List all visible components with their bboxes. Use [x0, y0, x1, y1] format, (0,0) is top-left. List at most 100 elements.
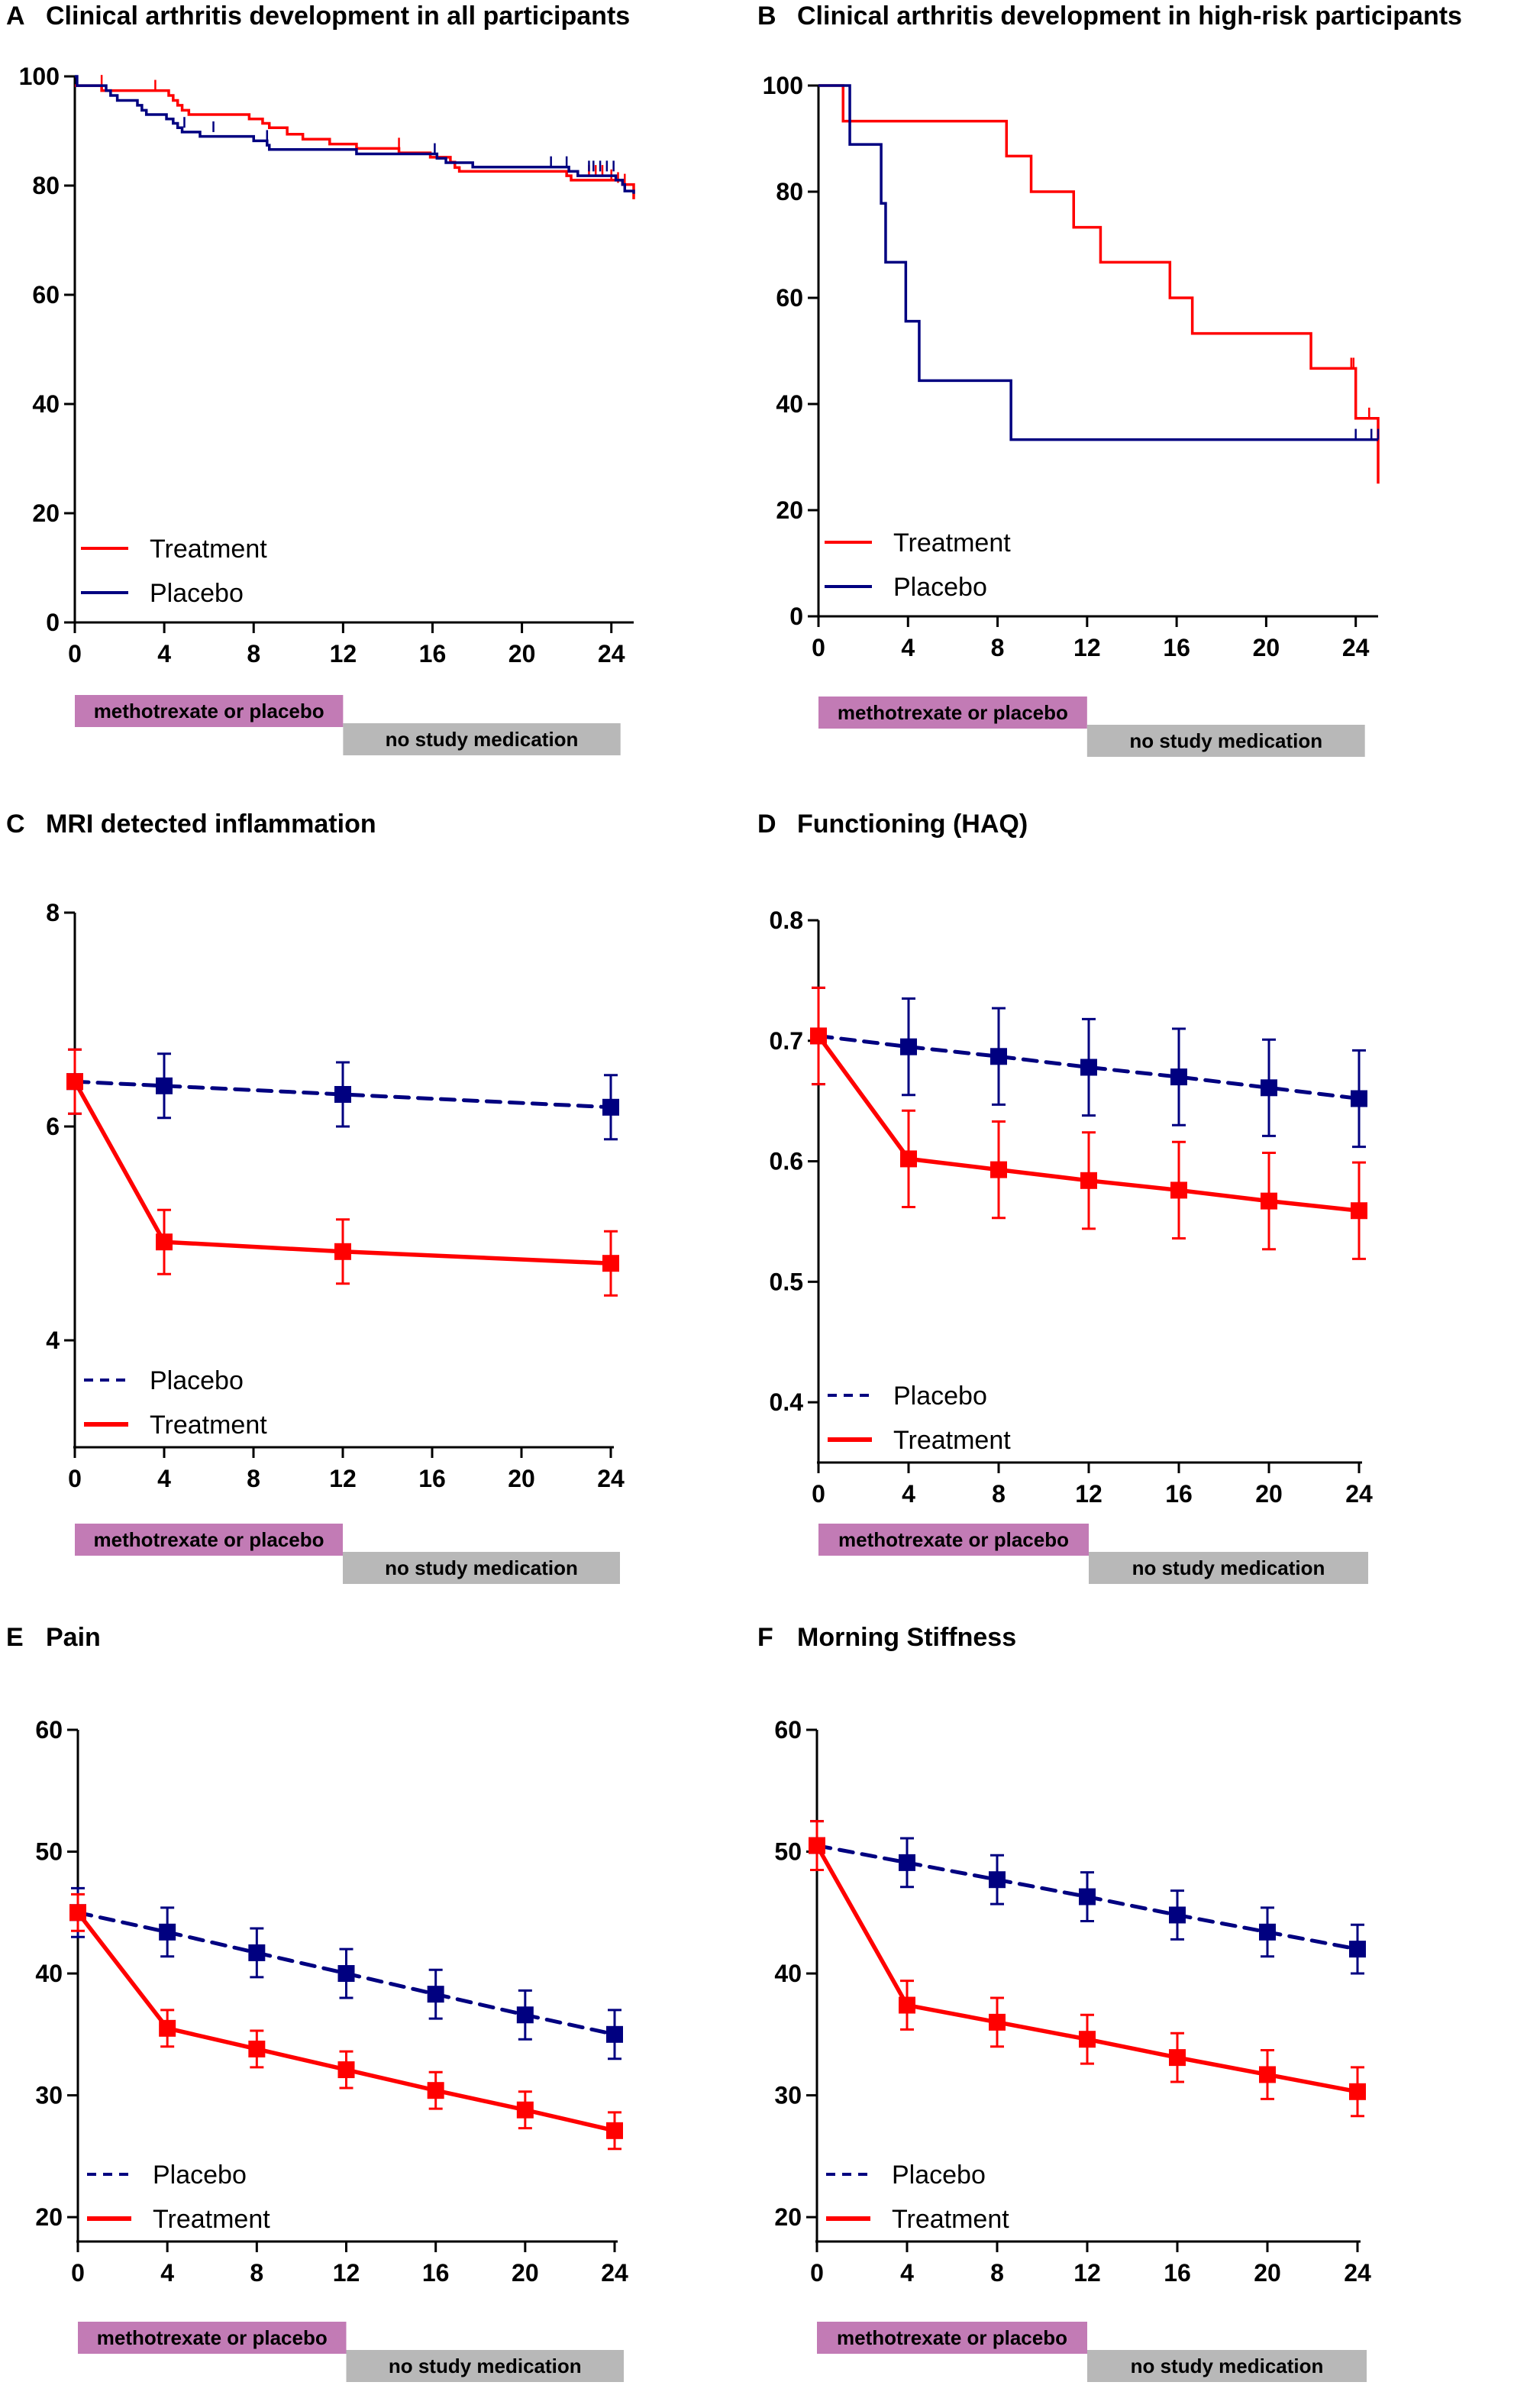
- x-tick-label: 4: [900, 2259, 914, 2287]
- y-tick-label: 6: [46, 1113, 60, 1140]
- legend-label-treatment: Treatment: [150, 535, 267, 564]
- panel-letter: F: [757, 1623, 773, 1652]
- x-tick-label: 20: [508, 640, 536, 667]
- data-marker-placebo: [1080, 1059, 1097, 1076]
- x-tick-label: 12: [329, 1465, 357, 1492]
- x-tick-label: 20: [1254, 2259, 1281, 2287]
- data-marker-placebo: [1349, 1941, 1366, 1958]
- panel-title-text: Pain: [46, 1623, 101, 1652]
- survival-chart-all-participants: 0 20 40 60 80 100 0 4 8 12 16 20 24 Treatment Placebo m…: [19, 63, 635, 755]
- phase-bar-methotrexate: [817, 2322, 1087, 2354]
- panel-title-text: Clinical arthritis development in high-r…: [797, 2, 1462, 31]
- data-marker-placebo: [156, 1077, 173, 1094]
- panel-a: A Clinical arthritis development in all p…: [0, 0, 764, 779]
- legend-label-placebo: Placebo: [150, 1366, 244, 1395]
- x-tick-label: 12: [330, 640, 357, 667]
- x-tick-label: 24: [597, 1465, 625, 1492]
- data-marker-treatment: [156, 1233, 173, 1251]
- data-marker-treatment: [1080, 1172, 1097, 1189]
- x-tick-label: 0: [812, 634, 825, 661]
- y-tick-label: 4: [46, 1327, 60, 1354]
- x-tick-label: 12: [1073, 2259, 1101, 2287]
- data-marker-placebo: [1261, 1079, 1277, 1097]
- x-tick-label: 16: [419, 640, 447, 667]
- y-tick-label: 0.7: [770, 1027, 803, 1055]
- legend-label-placebo: Placebo: [893, 1382, 987, 1411]
- y-tick-label: 0: [46, 609, 60, 636]
- survival-curve-placebo: [818, 84, 1378, 441]
- y-tick-label: 60: [774, 1716, 802, 1744]
- data-marker-treatment: [602, 1255, 619, 1272]
- mri-inflammation-chart: 4 6 8 0 4 8 12 16 20 24 Placebo Treatment methotrexa…: [46, 899, 625, 1584]
- data-marker-placebo: [1169, 1906, 1186, 1924]
- x-tick-label: 16: [422, 2259, 450, 2287]
- legend-label-treatment: Treatment: [153, 2205, 270, 2234]
- data-marker-treatment: [66, 1073, 83, 1091]
- phase-label-methotrexate: methotrexate or placebo: [94, 1528, 324, 1551]
- phase-label-methotrexate: methotrexate or placebo: [94, 700, 324, 722]
- x-tick-label: 4: [901, 634, 915, 661]
- panel-title-text: MRI detected inflammation: [46, 810, 376, 839]
- y-tick-label: 8: [46, 899, 60, 926]
- data-marker-placebo: [1170, 1068, 1187, 1086]
- x-tick-label: 24: [1344, 2259, 1371, 2287]
- data-marker-placebo: [1351, 1090, 1367, 1107]
- y-tick-label: 50: [774, 1838, 802, 1866]
- legend-label-placebo: Placebo: [893, 573, 987, 602]
- panel-title-text: Functioning (HAQ): [797, 810, 1028, 839]
- survival-curve-treatment: [75, 84, 635, 199]
- phase-label-no-medication: no study medication: [1131, 2355, 1324, 2377]
- panel-c-title: C MRI detected inflammation: [6, 810, 376, 839]
- x-tick-label: 0: [810, 2259, 824, 2287]
- x-tick-label: 16: [1163, 634, 1190, 661]
- data-marker-treatment: [1079, 2031, 1096, 2048]
- phase-bar-methotrexate: [75, 1524, 343, 1556]
- series-line-placebo: [73, 1079, 613, 1110]
- phase-bar-no-medication: [343, 1552, 620, 1584]
- legend-label-treatment: Treatment: [893, 1426, 1011, 1455]
- data-marker-placebo: [989, 1871, 1006, 1889]
- x-tick-label: 16: [418, 1465, 446, 1492]
- x-tick-label: 24: [598, 640, 625, 667]
- x-tick-label: 4: [157, 640, 171, 667]
- phase-bar-no-medication: [1087, 2350, 1367, 2382]
- data-marker-placebo: [900, 1038, 917, 1055]
- panel-e: E Pain 20 30 40 50 60 0 4 8 12 16 20 24 Placebo Treatm…: [0, 1623, 764, 2408]
- data-marker-placebo: [1259, 1923, 1276, 1941]
- x-tick-label: 8: [247, 1465, 260, 1492]
- data-marker-treatment: [1349, 2083, 1366, 2100]
- x-tick-label: 0: [68, 640, 82, 667]
- x-tick-label: 0: [68, 1465, 82, 1492]
- data-marker-placebo: [334, 1086, 351, 1103]
- data-marker-treatment: [248, 2040, 266, 2057]
- panel-letter: B: [757, 2, 776, 31]
- data-marker-placebo: [606, 2025, 623, 2043]
- data-marker-treatment: [69, 1904, 86, 1922]
- legend-label-treatment: Treatment: [893, 528, 1011, 558]
- y-tick-label: 0.6: [770, 1148, 803, 1175]
- phase-bar-methotrexate: [818, 697, 1087, 729]
- y-tick-label: 40: [35, 1960, 63, 1987]
- data-marker-placebo: [990, 1048, 1007, 1065]
- x-tick-label: 8: [992, 1480, 1006, 1508]
- panel-letter: E: [6, 1623, 24, 1652]
- x-tick-label: 20: [1255, 1480, 1283, 1508]
- y-tick-label: 40: [774, 1960, 802, 1987]
- phase-label-methotrexate: methotrexate or placebo: [97, 2326, 328, 2349]
- phase-label-methotrexate: methotrexate or placebo: [838, 701, 1068, 724]
- phase-label-no-medication: no study medication: [385, 1556, 578, 1579]
- data-marker-treatment: [900, 1150, 917, 1168]
- morning-stiffness-chart: 20 30 40 50 60 0 4 8 12 16 20 24 Placebo Treatment met…: [774, 1716, 1371, 2382]
- phase-bar-methotrexate: [818, 1524, 1089, 1556]
- panel-f: F Morning Stiffness 20 30 40 50 60 0 4 8 12 16 20 24…: [757, 1623, 1527, 2408]
- x-tick-label: 8: [991, 634, 1005, 661]
- data-marker-treatment: [427, 2082, 444, 2099]
- y-tick-label: 30: [774, 2082, 802, 2109]
- y-tick-label: 60: [776, 284, 803, 312]
- legend-label-placebo: Placebo: [150, 579, 244, 608]
- legend-label-placebo: Placebo: [892, 2161, 986, 2190]
- series-line-treatment: [76, 1911, 615, 2133]
- data-marker-treatment: [337, 2061, 355, 2079]
- panel-d: D Functioning (HAQ) 0.4 0.5 0.6 0.7 0.8 0 4 8 12 1…: [757, 810, 1527, 1589]
- y-tick-label: 20: [776, 496, 803, 524]
